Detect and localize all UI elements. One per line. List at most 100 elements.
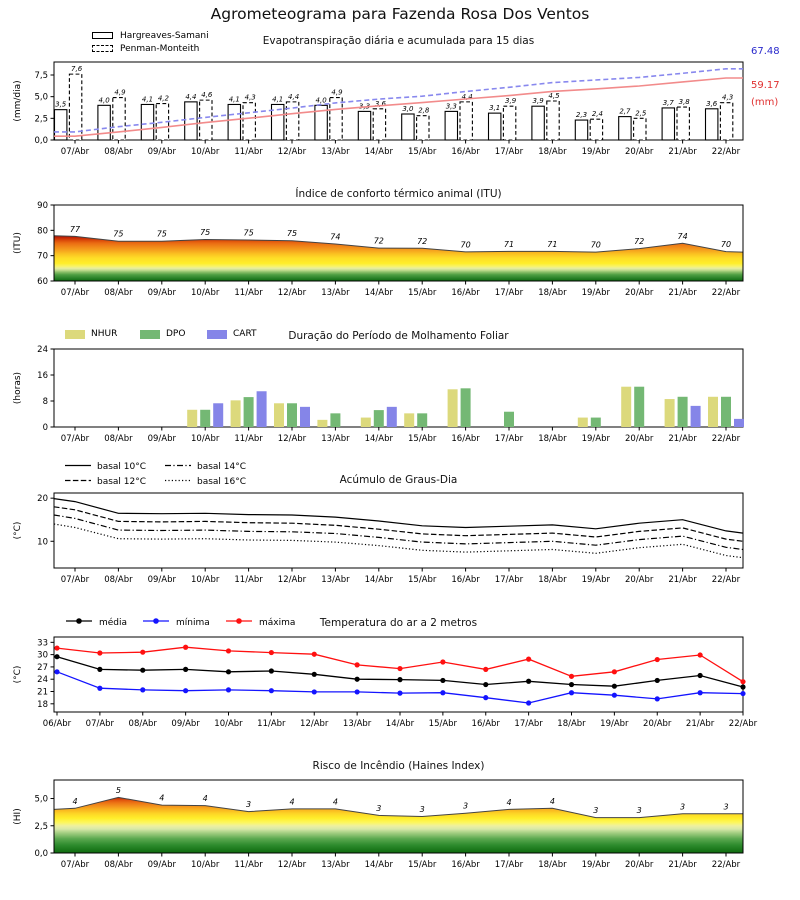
svg-text:72: 72 [417, 237, 427, 246]
svg-text:5: 5 [116, 786, 121, 795]
svg-text:7,5: 7,5 [34, 71, 48, 81]
svg-text:14/Abr: 14/Abr [386, 719, 415, 729]
fire-risk-chart: 0,0 2,5 5,0 07/Abr 08/Abr 09/Abr 10/Abr 11/Abr 1… [13, 779, 744, 870]
svg-text:4: 4 [159, 794, 164, 803]
svg-text:4,4: 4,4 [185, 93, 196, 101]
svg-text:60: 60 [37, 277, 48, 287]
svg-text:16/Abr: 16/Abr [472, 719, 501, 729]
svg-text:4: 4 [550, 797, 555, 806]
legend-label-basal14: basal 14°C [197, 462, 247, 472]
svg-text:3: 3 [637, 806, 642, 815]
svg-text:13/Abr: 13/Abr [321, 575, 350, 585]
svg-text:24: 24 [37, 345, 48, 355]
svg-text:4,0: 4,0 [99, 96, 111, 104]
page-title: Agrometeograma para Fazenda Rosa Dos Ven… [210, 5, 590, 23]
svg-text:15/Abr: 15/Abr [408, 575, 437, 585]
svg-text:4,1: 4,1 [272, 95, 283, 103]
svg-text:11/Abr: 11/Abr [257, 719, 286, 729]
svg-text:4,2: 4,2 [158, 95, 170, 103]
svg-text:13/Abr: 13/Abr [321, 147, 350, 157]
svg-text:5,0: 5,0 [34, 93, 48, 103]
svg-text:17/Abr: 17/Abr [495, 288, 524, 298]
svg-text:3: 3 [420, 805, 425, 814]
svg-text:14/Abr: 14/Abr [365, 434, 394, 444]
air-temperature-title: Temperatura do ar a 2 metros [319, 617, 478, 629]
basal12-line-icon [65, 476, 91, 488]
svg-text:17/Abr: 17/Abr [495, 434, 524, 444]
svg-text:17/Abr: 17/Abr [495, 147, 524, 157]
svg-text:17/Abr: 17/Abr [514, 719, 543, 729]
legend-label-media: média [99, 617, 128, 628]
svg-text:22/Abr: 22/Abr [712, 147, 741, 157]
svg-text:18/Abr: 18/Abr [538, 575, 567, 585]
basal14-line-icon [165, 461, 191, 473]
svg-text:20/Abr: 20/Abr [643, 719, 672, 729]
svg-text:19/Abr: 19/Abr [582, 575, 611, 585]
legend-item-minima: mínima [142, 616, 210, 629]
legend-item-media: média [65, 616, 127, 629]
svg-text:08/Abr: 08/Abr [129, 719, 158, 729]
svg-text:17/Abr: 17/Abr [495, 575, 524, 585]
svg-text:2,5: 2,5 [34, 114, 48, 124]
svg-text:4,3: 4,3 [245, 94, 256, 102]
legend-label-basal10: basal 10°C [97, 462, 147, 472]
svg-text:08/Abr: 08/Abr [104, 147, 133, 157]
svg-text:18: 18 [37, 700, 48, 710]
svg-text:19/Abr: 19/Abr [582, 147, 611, 157]
svg-text:21/Abr: 21/Abr [686, 719, 715, 729]
accumulated-unit-label: (mm) [751, 97, 779, 108]
svg-text:12/Abr: 12/Abr [300, 719, 329, 729]
svg-text:0: 0 [43, 423, 48, 433]
svg-text:21/Abr: 21/Abr [668, 288, 697, 298]
legend-item-maxima: máxima [225, 616, 295, 629]
legend-item-dpo: DPO [140, 329, 185, 339]
air-temperature-chart: 18 21 24 27 30 33 06/Abr 07/Abr 08/Abr 09/Abr 10/A… [13, 636, 758, 729]
svg-text:3,3: 3,3 [446, 102, 457, 110]
svg-text:15/Abr: 15/Abr [408, 434, 437, 444]
svg-text:08/Abr: 08/Abr [104, 288, 133, 298]
svg-text:71: 71 [547, 240, 557, 249]
svg-text:07/Abr: 07/Abr [61, 860, 90, 870]
svg-text:18/Abr: 18/Abr [538, 147, 567, 157]
svg-text:21/Abr: 21/Abr [668, 147, 697, 157]
legend-label-minima: mínima [176, 617, 210, 628]
svg-text:4,4: 4,4 [462, 93, 473, 101]
svg-text:2,5: 2,5 [34, 822, 48, 832]
svg-text:22/Abr: 22/Abr [712, 575, 741, 585]
degree-days-chart: 10 20 07/Abr 08/Abr 09/Abr 10/Abr 11/Abr 12/Abr… [13, 492, 744, 585]
legend-item-basal12: basal 12°C [65, 476, 146, 488]
svg-text:11/Abr: 11/Abr [234, 288, 263, 298]
svg-text:11/Abr: 11/Abr [234, 147, 263, 157]
svg-text:10/Abr: 10/Abr [191, 860, 220, 870]
svg-text:14/Abr: 14/Abr [365, 147, 394, 157]
svg-text:(°C): (°C) [13, 522, 23, 540]
svg-text:16/Abr: 16/Abr [451, 434, 480, 444]
svg-text:4,4: 4,4 [288, 93, 299, 101]
legend-item-hargreaves: Hargreaves-Samani [92, 29, 209, 42]
legend-label-hargreaves: Hargreaves-Samani [120, 30, 209, 41]
svg-text:13/Abr: 13/Abr [321, 860, 350, 870]
svg-text:2,7: 2,7 [619, 108, 631, 116]
svg-text:30: 30 [37, 651, 48, 661]
svg-text:24: 24 [37, 675, 48, 685]
svg-text:19/Abr: 19/Abr [582, 288, 611, 298]
svg-text:19/Abr: 19/Abr [582, 434, 611, 444]
svg-text:3,0: 3,0 [402, 105, 414, 113]
leaf-wetness-title: Duração do Período de Molhamento Foliar [288, 330, 509, 342]
svg-text:71: 71 [504, 240, 514, 249]
penman-accumulated-total: 67.48 [751, 46, 780, 57]
svg-text:21/Abr: 21/Abr [668, 434, 697, 444]
svg-text:33: 33 [37, 638, 48, 648]
svg-text:09/Abr: 09/Abr [148, 434, 177, 444]
degree-days-title: Acúmulo de Graus-Dia [339, 474, 458, 486]
svg-text:0,0: 0,0 [34, 136, 48, 146]
svg-text:75: 75 [113, 230, 123, 239]
svg-text:3,7: 3,7 [663, 99, 675, 107]
svg-text:4: 4 [333, 797, 338, 806]
svg-text:4,1: 4,1 [229, 95, 240, 103]
svg-text:4,3: 4,3 [722, 94, 733, 102]
svg-text:09/Abr: 09/Abr [171, 719, 200, 729]
svg-text:2,4: 2,4 [592, 110, 603, 118]
svg-text:(ITU): (ITU) [13, 232, 23, 254]
svg-text:4: 4 [289, 797, 294, 806]
